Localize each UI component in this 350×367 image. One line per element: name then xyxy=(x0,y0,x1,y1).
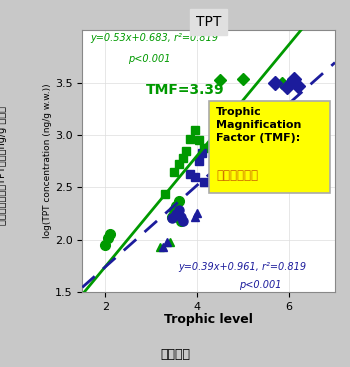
Y-axis label: log(TPT concentration (ng/g w.w.)): log(TPT concentration (ng/g w.w.)) xyxy=(43,84,52,239)
Text: p<0.001: p<0.001 xyxy=(239,280,281,290)
FancyBboxPatch shape xyxy=(209,101,330,193)
Text: TMF=3.39: TMF=3.39 xyxy=(146,83,224,97)
Text: Trophic
Magnification
Factor (TMF):: Trophic Magnification Factor (TMF): xyxy=(216,108,302,143)
Text: TMF=2.45: TMF=2.45 xyxy=(252,101,323,114)
Text: 營養級別: 營養級別 xyxy=(160,349,190,361)
Text: p<0.001: p<0.001 xyxy=(128,54,170,64)
Text: y=0.53x+0.683, r²=0.819: y=0.53x+0.683, r²=0.819 xyxy=(90,33,218,43)
Text: 海洋生物體內的TPT濃度（ng/g 濕重）: 海洋生物體內的TPT濃度（ng/g 濕重） xyxy=(0,106,7,225)
Text: 營養放大倍數: 營養放大倍數 xyxy=(216,169,258,182)
Text: y=0.39x+0.961, r²=0.819: y=0.39x+0.961, r²=0.819 xyxy=(178,262,306,272)
X-axis label: Trophic level: Trophic level xyxy=(164,313,253,326)
Title: TPT: TPT xyxy=(196,15,221,29)
